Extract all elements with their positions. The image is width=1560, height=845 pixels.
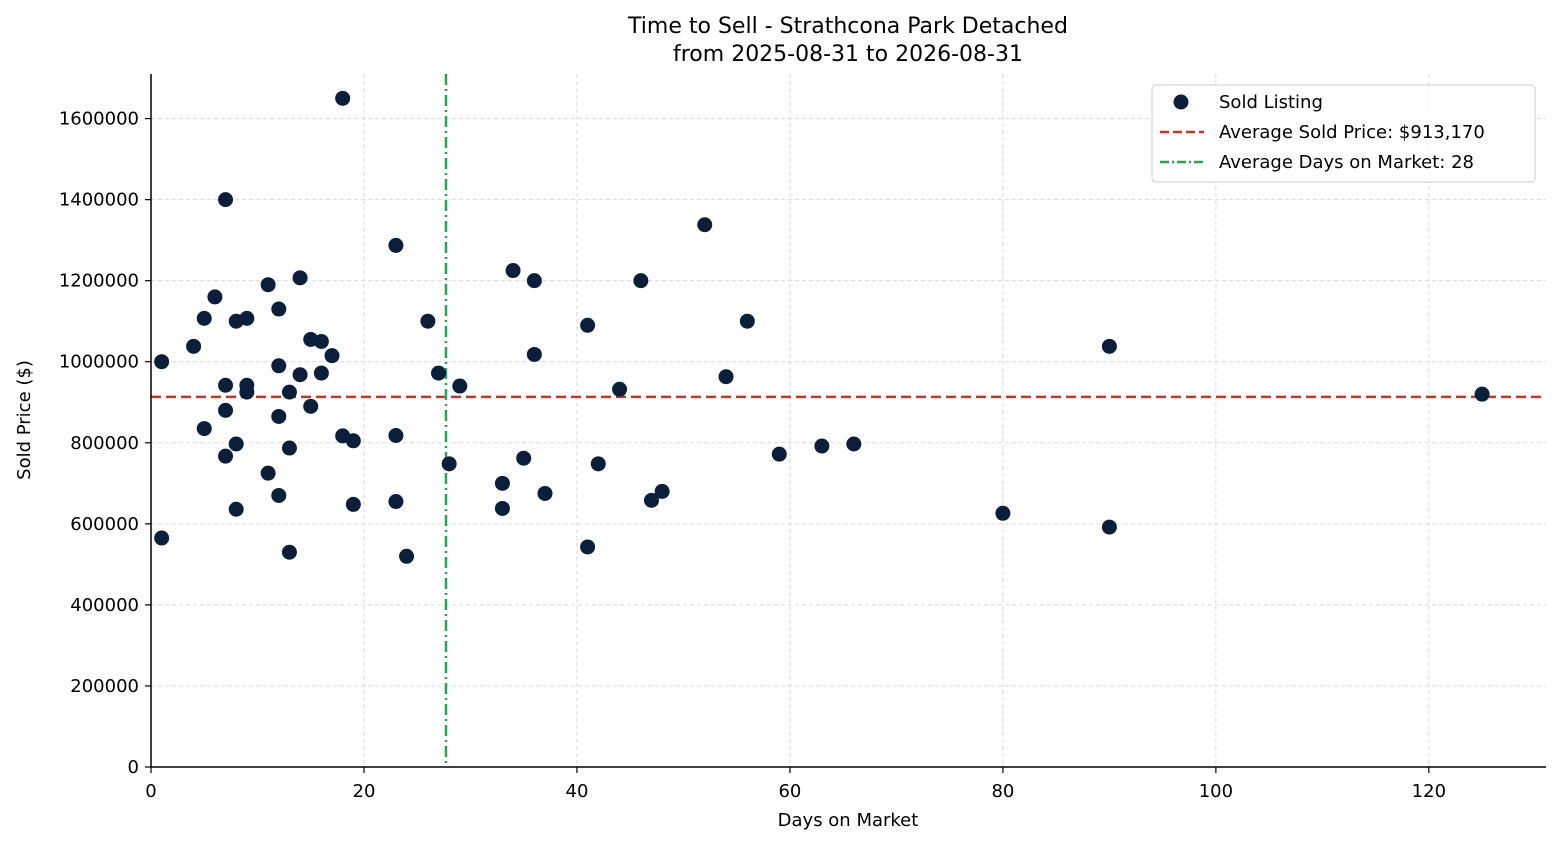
data-point [526, 273, 542, 289]
data-point [271, 358, 287, 374]
data-point [494, 500, 510, 516]
data-point [388, 494, 404, 510]
data-point [420, 313, 436, 329]
data-point [814, 438, 830, 454]
x-tick-label: 100 [1199, 781, 1233, 802]
data-point [995, 505, 1011, 521]
data-points [154, 90, 1490, 564]
x-tick-label: 40 [566, 781, 589, 802]
data-point [313, 365, 329, 381]
data-point [218, 377, 234, 393]
data-point [537, 485, 553, 501]
data-point [281, 384, 297, 400]
data-point [196, 310, 212, 326]
y-tick-label: 800000 [70, 433, 139, 454]
data-point [345, 496, 361, 512]
y-axis-label: Sold Price ($) [14, 360, 35, 480]
data-point [516, 450, 532, 466]
data-point [271, 408, 287, 424]
x-tick-label: 0 [145, 781, 156, 802]
data-point [1474, 386, 1490, 402]
data-point [718, 369, 734, 385]
legend-marker-sold-listing [1173, 94, 1189, 110]
reference-lines [151, 74, 1546, 767]
data-point [441, 456, 457, 472]
data-point [526, 346, 542, 362]
data-point [281, 544, 297, 560]
axes [150, 74, 1546, 768]
data-point [739, 313, 755, 329]
data-point [218, 192, 234, 208]
chart-subtitle: from 2025-08-31 to 2026-08-31 [673, 42, 1023, 67]
data-point [292, 270, 308, 286]
data-point [771, 446, 787, 462]
y-tick-label: 600000 [70, 514, 139, 535]
data-point [239, 310, 255, 326]
y-tick-label: 200000 [70, 676, 139, 697]
data-point [271, 487, 287, 503]
data-point [335, 90, 351, 106]
data-point [1101, 338, 1117, 354]
data-point [494, 475, 510, 491]
data-point [260, 277, 276, 293]
legend-box [1151, 84, 1536, 183]
data-point [324, 348, 340, 364]
y-tick-label: 1400000 [59, 190, 139, 211]
legend: Sold Listing Average Sold Price: $913,17… [1151, 84, 1536, 183]
data-point [281, 440, 297, 456]
data-point [612, 381, 628, 397]
data-point [580, 539, 596, 555]
data-point [218, 448, 234, 464]
data-point [633, 273, 649, 289]
data-point [186, 338, 202, 354]
data-point [345, 433, 361, 449]
data-point [218, 402, 234, 418]
x-tick-label: 60 [778, 781, 801, 802]
data-point [388, 427, 404, 443]
data-point [271, 301, 287, 317]
y-tick-label: 1000000 [59, 352, 139, 373]
data-point [303, 398, 319, 414]
legend-label-sold-listing: Sold Listing [1219, 92, 1323, 113]
data-point [580, 317, 596, 333]
data-point [228, 436, 244, 452]
data-point [590, 456, 606, 472]
data-point [228, 501, 244, 517]
data-point [505, 263, 521, 279]
ticks: 0 20 40 60 80 100 120 0 200000 400000 600000 800000… [59, 109, 1446, 802]
x-tick-label: 20 [353, 781, 376, 802]
x-tick-label: 80 [991, 781, 1014, 802]
chart-title: Time to Sell - Strathcona Park Detached [627, 14, 1068, 39]
data-point [654, 483, 670, 499]
y-tick-label: 400000 [70, 595, 139, 616]
data-point [292, 367, 308, 383]
data-point [1101, 519, 1117, 535]
data-point [154, 530, 170, 546]
data-point [452, 378, 468, 394]
x-tick-label: 120 [1412, 781, 1446, 802]
data-point [399, 548, 415, 564]
x-axis-label: Days on Market [778, 810, 919, 831]
data-point [388, 237, 404, 253]
data-point [846, 436, 862, 452]
data-point [196, 421, 212, 437]
y-tick-label: 0 [128, 757, 139, 778]
y-tick-label: 1600000 [59, 109, 139, 130]
data-point [260, 465, 276, 481]
data-point [431, 365, 447, 381]
legend-label-average-days: Average Days on Market: 28 [1219, 152, 1474, 173]
data-point [643, 492, 659, 508]
data-point [154, 354, 170, 370]
legend-label-average-price: Average Sold Price: $913,170 [1219, 122, 1485, 143]
data-point [697, 217, 713, 233]
data-point [313, 333, 329, 349]
y-tick-label: 1200000 [59, 271, 139, 292]
data-point [207, 289, 223, 305]
data-point [239, 384, 255, 400]
